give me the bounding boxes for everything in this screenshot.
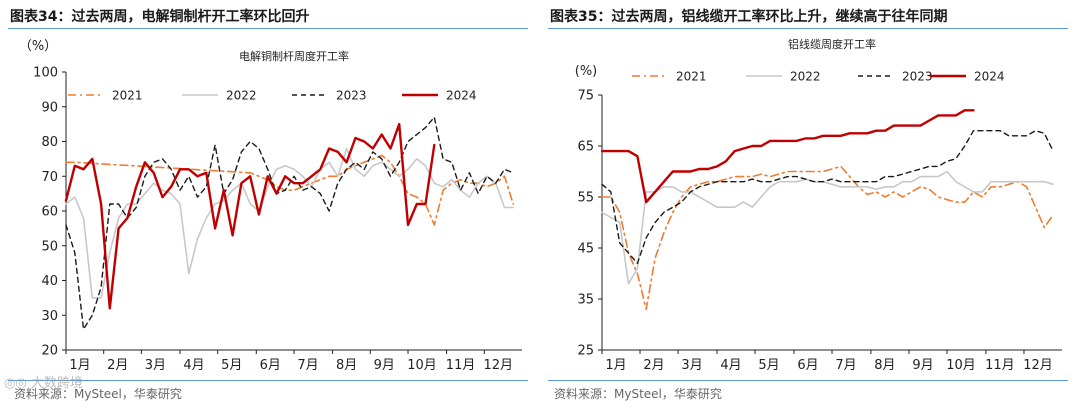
x-tick-label: 9月: [912, 358, 933, 373]
x-tick-label: 3月: [681, 358, 702, 373]
legend-label-2021: 2021: [676, 70, 707, 84]
x-tick-label: 9月: [374, 358, 395, 373]
x-tick-label: 1月: [69, 358, 90, 373]
x-tick-label: 3月: [145, 358, 166, 373]
chart-title: 铝线缆周度开工率: [788, 37, 876, 51]
y-tick-label: 35: [577, 293, 594, 308]
y-tick-label: 100: [33, 66, 58, 81]
x-tick-label: 10月: [946, 358, 976, 373]
watermark-logo: ◎◎ 大数跨境: [4, 376, 83, 391]
series-line-2023: [601, 129, 1054, 264]
y-tick-label: 55: [577, 191, 594, 206]
y-tick-label: 70: [41, 170, 58, 185]
legend-label-2024: 2024: [446, 89, 477, 103]
figure-35-top-rule: [548, 28, 1068, 29]
legend-label-2022: 2022: [226, 89, 257, 103]
figure-35-source: 资料来源：MySteel，华泰研究: [554, 387, 722, 401]
x-tick-label: 8月: [874, 358, 895, 373]
series-line-2022: [601, 170, 1055, 285]
series-line-2022: [65, 147, 515, 299]
x-tick-label: 2月: [107, 358, 128, 373]
x-tick-label: 11月: [446, 358, 476, 373]
y-tick-label: 25: [577, 344, 594, 359]
figure-34-bottom-rule: [8, 380, 528, 381]
x-tick-label: 5月: [758, 358, 779, 373]
x-tick-label: 2月: [643, 358, 664, 373]
figure-34-source: 资料来源：MySteel，华泰研究: [14, 387, 182, 401]
y-tick-label: 80: [41, 135, 58, 150]
y-tick-label: 90: [41, 100, 58, 115]
series-line-2023: [65, 116, 514, 330]
legend-label-2023: 2023: [902, 70, 933, 84]
chart-34-svg: 电解铜制杆周度开工率 （%） 20 30 40 50 60 70 80 90 100 1月 2月 3月 4月…: [19, 39, 522, 373]
x-tick-label: 5月: [221, 358, 242, 373]
y-axis-unit-label: （%）: [19, 39, 57, 54]
chart-title: 电解铜制杆周度开工率: [239, 49, 349, 63]
legend-label-2022: 2022: [790, 70, 821, 84]
series-line-2024: [64, 122, 436, 310]
y-tick-label: 45: [577, 242, 594, 257]
series-line-2024: [600, 109, 975, 204]
x-tick-label: 6月: [797, 358, 818, 373]
x-tick-label: 7月: [297, 358, 318, 373]
x-tick-label: 4月: [183, 358, 204, 373]
y-tick-label: 50: [41, 239, 58, 254]
figure-35-panel: 图表35：过去两周，铝线缆开工率环比上升，继续高于往年同期 铝线缆周度开工率 (%…: [540, 0, 1080, 408]
y-tick-label: 65: [577, 140, 594, 155]
legend-label-2023: 2023: [336, 89, 367, 103]
y-tick-label: 40: [41, 274, 58, 289]
x-tick-label: 7月: [835, 358, 856, 373]
x-tick-label: 6月: [260, 358, 281, 373]
legend-label-2021: 2021: [112, 89, 143, 103]
x-tick-label: 12月: [1023, 358, 1053, 373]
x-tick-label: 4月: [720, 358, 741, 373]
figure-35-title: 图表35：过去两周，铝线缆开工率环比上升，继续高于往年同期: [550, 9, 948, 25]
figure-35-bottom-rule: [548, 380, 1068, 381]
y-tick-label: 75: [577, 89, 594, 104]
chart-35-svg: 铝线缆周度开工率 (%) 25 35 45 55 65 75 1月 2月 3月 4月 5月 6月 7月 8月 9…: [575, 37, 1062, 373]
series-line-2021: [65, 154, 515, 226]
x-tick-label: 1月: [605, 358, 626, 373]
x-tick-label: 11月: [985, 358, 1015, 373]
figure-34-title: 图表34：过去两周，电解铜制杆开工率环比回升: [10, 9, 310, 25]
y-tick-label: 20: [41, 344, 58, 359]
x-tick-label: 10月: [407, 358, 437, 373]
legend-label-2024: 2024: [974, 70, 1005, 84]
figure-34-top-rule: [8, 28, 528, 29]
y-tick-label: 60: [41, 205, 58, 220]
y-axis-unit-label: (%): [575, 64, 598, 79]
x-tick-label: 12月: [484, 358, 514, 373]
figure-34-panel: 图表34：过去两周，电解铜制杆开工率环比回升 电解铜制杆周度开工率 （%） 20 30…: [4, 9, 528, 401]
y-tick-label: 30: [41, 309, 58, 324]
x-tick-label: 8月: [336, 358, 357, 373]
